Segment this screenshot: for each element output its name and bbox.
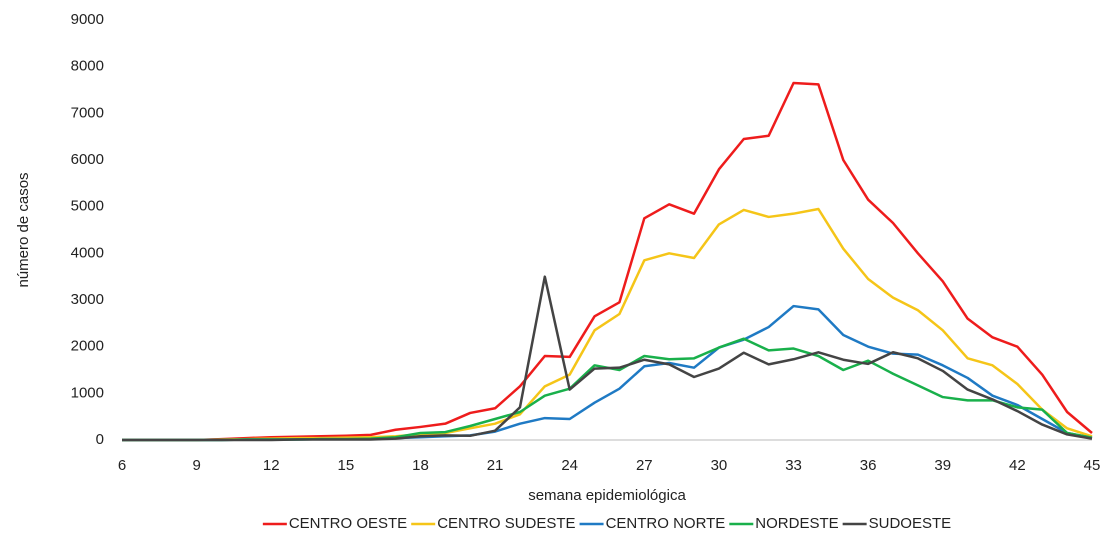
y-tick-label: 7000 [71, 104, 104, 121]
legend-label: NORDESTE [755, 515, 838, 532]
series-line [122, 81, 1093, 442]
x-tick-label: 9 [192, 457, 200, 474]
y-tick-label: 4000 [71, 244, 104, 261]
x-axis-label: semana epidemiológica [528, 487, 686, 504]
y-tick-label: 9000 [71, 11, 104, 28]
y-axis-label: número de casos [15, 172, 32, 287]
y-tick-label: 2000 [71, 338, 104, 355]
legend-label: CENTRO SUDESTE [437, 515, 575, 532]
x-tick-label: 18 [412, 457, 429, 474]
series-line [122, 207, 1093, 442]
x-tick-label: 42 [1009, 457, 1026, 474]
y-tick-label: 8000 [71, 58, 104, 75]
y-tick-label: 5000 [71, 198, 104, 215]
x-tick-label: 33 [785, 457, 802, 474]
legend-label: CENTRO NORTE [606, 515, 726, 532]
x-tick-label: 45 [1084, 457, 1101, 474]
y-tick-label: 3000 [71, 291, 104, 308]
legend-label: CENTRO OESTE [289, 515, 407, 532]
x-tick-label: 12 [263, 457, 280, 474]
x-tick-label: 24 [561, 457, 578, 474]
series-line [122, 337, 1093, 442]
series-line [122, 275, 1093, 442]
x-tick-label: 15 [338, 457, 355, 474]
y-tick-label: 0 [96, 431, 104, 448]
legend-label: SUDOESTE [869, 515, 952, 532]
y-tick-label: 6000 [71, 151, 104, 168]
x-tick-label: 21 [487, 457, 504, 474]
y-tick-label: 1000 [71, 384, 104, 401]
x-tick-label: 30 [711, 457, 728, 474]
x-tick-label: 36 [860, 457, 877, 474]
x-tick-label: 27 [636, 457, 653, 474]
x-tick-label: 39 [934, 457, 951, 474]
x-tick-label: 6 [118, 457, 126, 474]
